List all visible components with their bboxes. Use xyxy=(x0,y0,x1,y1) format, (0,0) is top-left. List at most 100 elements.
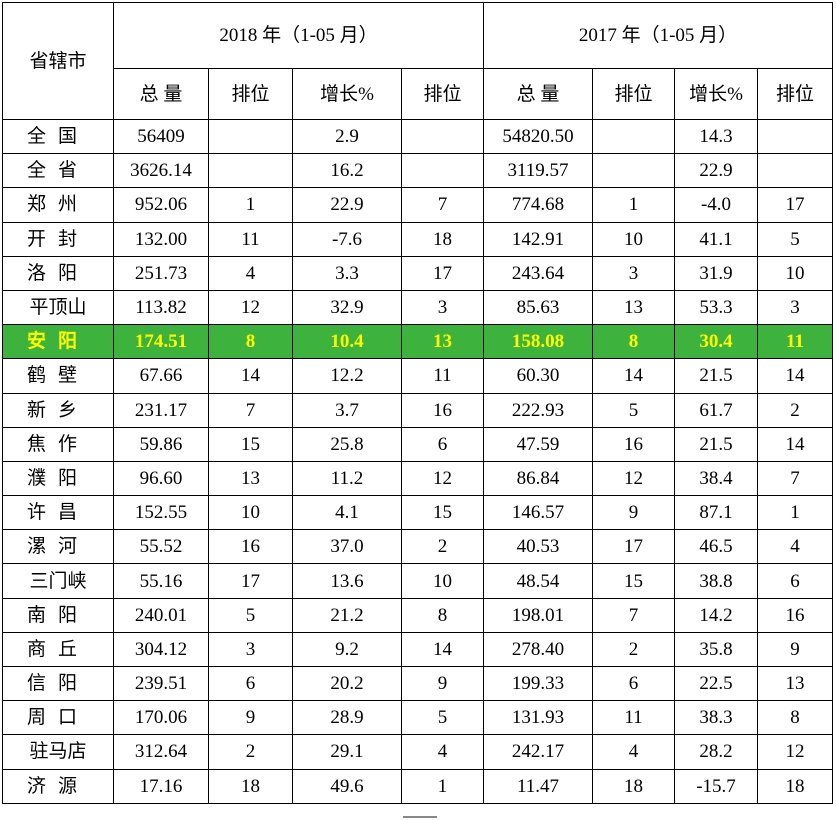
total-2018-cell: 170.06 xyxy=(113,700,209,736)
table-row: 焦作 59.86 15 25.8 6 47.59 16 21.5 14 xyxy=(2,426,834,462)
growth-rank-2018-cell: 8 xyxy=(400,597,485,633)
rank-2017-cell: 9 xyxy=(592,495,676,531)
total-2017-cell: 242.17 xyxy=(483,734,594,770)
table-row: 全省 3626.14 16.2 3119.57 22.9 xyxy=(2,153,834,189)
rank-2017-cell: 5 xyxy=(592,392,676,428)
total-2018-cell: 113.82 xyxy=(113,289,209,326)
rank-2017-cell: 18 xyxy=(592,768,676,804)
growth-2017-cell: 22.9 xyxy=(674,153,759,189)
table-row: 信阳 239.51 6 20.2 9 199.33 6 22.5 13 xyxy=(2,665,834,702)
total-2017-cell: 142.91 xyxy=(483,221,594,257)
total-2018-cell: 312.64 xyxy=(113,734,209,770)
growth-rank-2018-cell: 7 xyxy=(400,187,485,223)
growth-2017-cell: 38.4 xyxy=(674,460,759,497)
rank-2018-cell: 15 xyxy=(208,426,293,462)
growth-rank-2018-cell: 5 xyxy=(400,700,485,736)
city-name-cell: 商丘 xyxy=(2,631,114,668)
total-2018-cell: 240.01 xyxy=(113,597,209,633)
table-row: 郑州 952.06 1 22.9 7 774.68 1 -4.0 17 xyxy=(2,187,834,223)
growth-rank-2017-cell: 1 xyxy=(757,495,834,531)
growth-rank-2018-cell xyxy=(400,153,485,189)
total-2017-cell: 48.54 xyxy=(483,563,594,599)
growth-2017-cell: 53.3 xyxy=(674,289,759,326)
city-name-cell: 安阳 xyxy=(2,324,114,360)
growth-rank-2017-cell: 13 xyxy=(757,665,834,702)
growth-rank-2017-cell: 12 xyxy=(757,734,834,770)
growth-2018-cell: 21.2 xyxy=(292,597,402,633)
rank-2018-cell: 7 xyxy=(208,392,293,428)
total-2017-cell: 40.53 xyxy=(483,529,594,565)
rank-2018-cell: 1 xyxy=(208,187,293,223)
total-2018-cell: 55.16 xyxy=(113,563,209,599)
rank-2017-cell: 12 xyxy=(592,460,676,497)
rank-2018-cell: 6 xyxy=(208,665,293,702)
growth-2018-cell: 22.9 xyxy=(292,187,402,223)
total-2017-cell: 86.84 xyxy=(483,460,594,497)
rank-2017-cell: 4 xyxy=(592,734,676,770)
growth-2018-cell: 28.9 xyxy=(292,700,402,736)
growth-2018-cell: 16.2 xyxy=(292,153,402,189)
growth-2017-cell: 41.1 xyxy=(674,221,759,257)
growth-2018-cell: 20.2 xyxy=(292,665,402,702)
rank-2018-cell: 2 xyxy=(208,734,293,770)
total-2017-cell: 198.01 xyxy=(483,597,594,633)
growth-rank-2018-cell: 17 xyxy=(400,255,485,291)
rank-2017-cell: 7 xyxy=(592,597,676,633)
growth-rank-2018-cell: 2 xyxy=(400,529,485,565)
growth-rank-2018-cell: 3 xyxy=(400,289,485,326)
table-row: 洛阳 251.73 4 3.3 17 243.64 3 31.9 10 xyxy=(2,255,834,291)
growth-2018-cell: 10.4 xyxy=(292,324,402,360)
city-name-cell: 三门峡 xyxy=(2,563,114,599)
city-name-cell: 平顶山 xyxy=(2,289,114,326)
growth-rank-2017-cell: 11 xyxy=(757,324,834,360)
table-row-highlighted: 安阳 174.51 8 10.4 13 158.08 8 30.4 11 xyxy=(2,324,834,360)
table-row: 新乡 231.17 7 3.7 16 222.93 5 61.7 2 xyxy=(2,392,834,428)
total-2017-cell: 54820.50 xyxy=(483,118,594,155)
rank-2018-cell: 16 xyxy=(208,529,293,565)
total-2018-cell: 59.86 xyxy=(113,426,209,462)
growth-2018-cell: 13.6 xyxy=(292,563,402,599)
rank-2017-cell: 3 xyxy=(592,255,676,291)
total-2017-cell: 60.30 xyxy=(483,358,594,394)
rank-2018-cell: 12 xyxy=(208,289,293,326)
total-2017-cell: 158.08 xyxy=(483,324,594,360)
growth-2017-cell: 38.8 xyxy=(674,563,759,599)
growth-rank-2017-cell: 17 xyxy=(757,187,834,223)
header-2017-growth-rank: 排位 xyxy=(757,68,834,120)
city-name-cell: 焦作 xyxy=(2,426,114,462)
total-2017-cell: 278.40 xyxy=(483,631,594,668)
growth-2018-cell: 25.8 xyxy=(292,426,402,462)
rank-2017-cell: 2 xyxy=(592,631,676,668)
rank-2017-cell: 13 xyxy=(592,289,676,326)
growth-rank-2018-cell: 12 xyxy=(400,460,485,497)
rank-2017-cell: 11 xyxy=(592,700,676,736)
growth-rank-2018-cell: 18 xyxy=(400,221,485,257)
growth-rank-2017-cell: 5 xyxy=(757,221,834,257)
growth-rank-2018-cell: 13 xyxy=(400,324,485,360)
total-2017-cell: 774.68 xyxy=(483,187,594,223)
city-name-cell: 开封 xyxy=(2,221,114,257)
rank-2018-cell: 17 xyxy=(208,563,293,599)
city-statistics-table: 省辖市 2018 年（1-05 月） 2017 年（1-05 月） 总 量 排位… xyxy=(2,2,834,804)
table-row: 鹤壁 67.66 14 12.2 11 60.30 14 21.5 14 xyxy=(2,358,834,394)
city-column-header: 省辖市 xyxy=(2,2,114,120)
year-2017-header: 2017 年（1-05 月） xyxy=(483,2,834,69)
city-name-cell: 全国 xyxy=(2,118,114,155)
growth-2017-cell: 31.9 xyxy=(674,255,759,291)
total-2017-cell: 146.57 xyxy=(483,495,594,531)
city-name-cell: 郑州 xyxy=(2,187,114,223)
header-2017-total: 总 量 xyxy=(483,68,594,120)
rank-2018-cell: 4 xyxy=(208,255,293,291)
growth-2018-cell: 3.3 xyxy=(292,255,402,291)
growth-2017-cell: 28.2 xyxy=(674,734,759,770)
header-2018-growth: 增长% xyxy=(292,68,402,120)
growth-rank-2017-cell: 8 xyxy=(757,700,834,736)
growth-2018-cell: 49.6 xyxy=(292,768,402,804)
growth-2017-cell: -4.0 xyxy=(674,187,759,223)
total-2018-cell: 17.16 xyxy=(113,768,209,804)
total-2018-cell: 55.52 xyxy=(113,529,209,565)
total-2018-cell: 132.00 xyxy=(113,221,209,257)
rank-2017-cell: 17 xyxy=(592,529,676,565)
rank-2018-cell: 11 xyxy=(208,221,293,257)
total-2018-cell: 67.66 xyxy=(113,358,209,394)
